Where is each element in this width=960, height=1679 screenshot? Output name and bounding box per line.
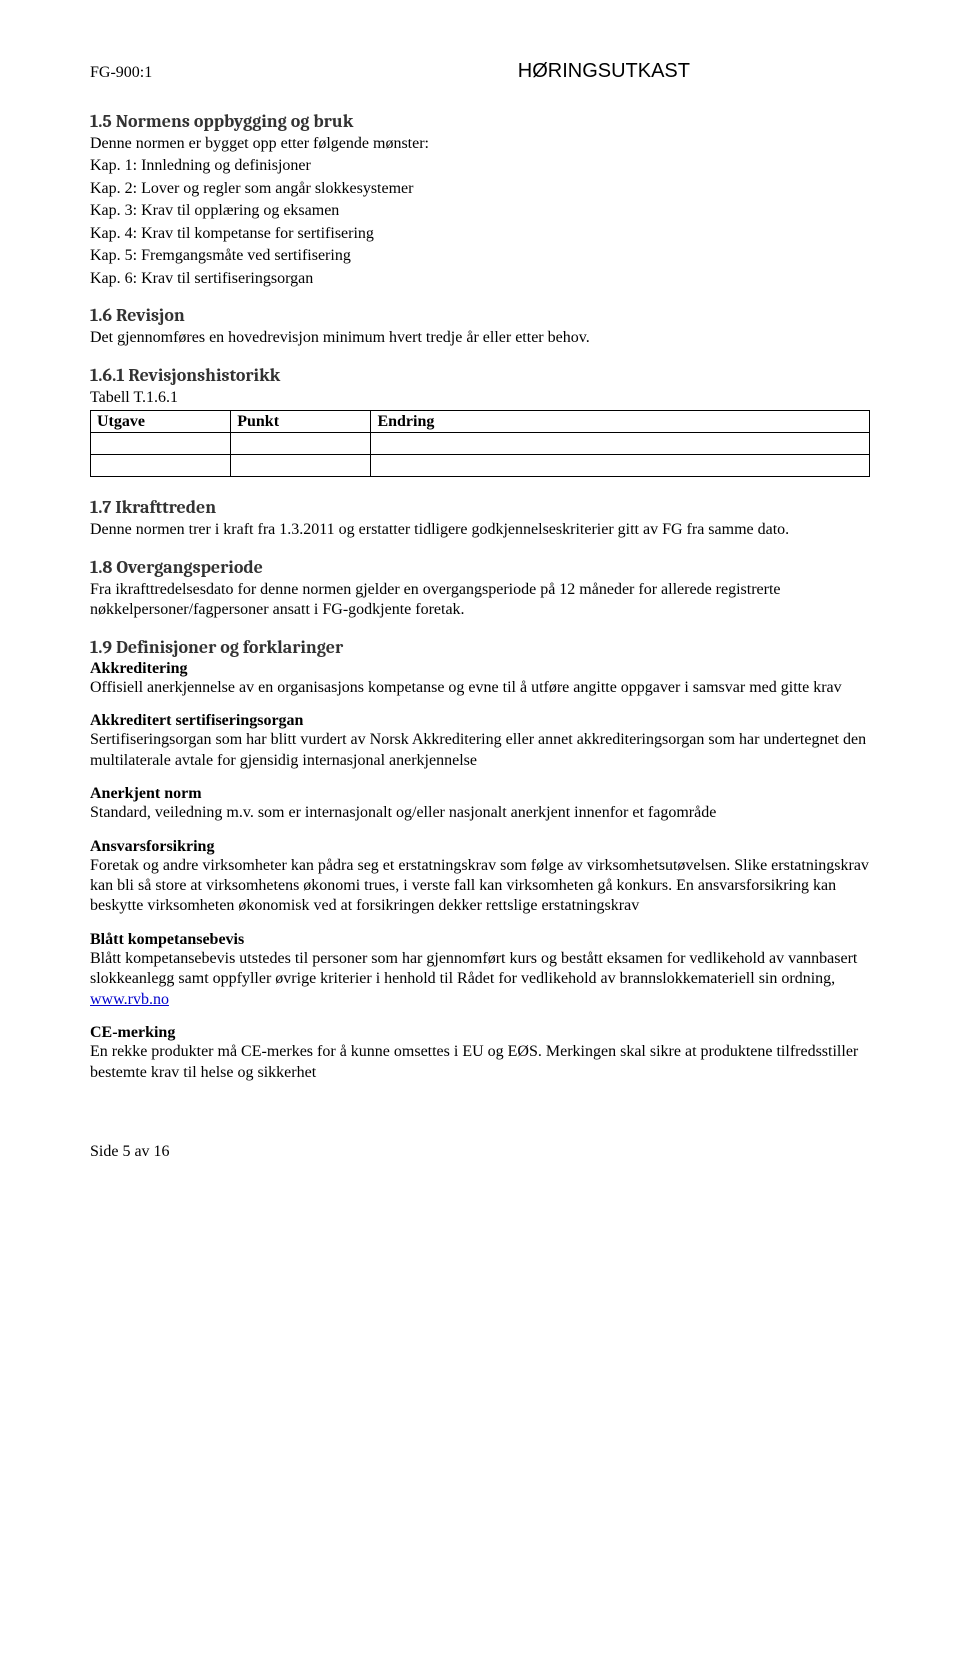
def-blatt-pre: Blått kompetansebevis utstedes til perso… [90, 950, 857, 987]
heading-1-5: 1.5 Normens oppbygging og bruk [90, 111, 870, 132]
page-header: FG-900:1 HØRINGSUTKAST [90, 60, 870, 83]
s16-text: Det gjennomføres en hovedrevisjon minimu… [90, 328, 870, 348]
col-endring: Endring [371, 411, 870, 433]
def-ansvarsforsikring: Foretak og andre virksomheter kan pådra … [90, 856, 870, 917]
term-blatt-kompetansebevis: Blått kompetansebevis [90, 931, 870, 949]
heading-1-9: 1.9 Definisjoner og forklaringer [90, 637, 870, 658]
term-anerkjent-norm: Anerkjent norm [90, 785, 870, 803]
col-utgave: Utgave [91, 411, 231, 433]
def-anerkjent-norm: Standard, veiledning m.v. som er interna… [90, 803, 870, 823]
term-ansvarsforsikring: Ansvarsforsikring [90, 838, 870, 856]
col-punkt: Punkt [231, 411, 371, 433]
table-row [91, 455, 870, 477]
revision-table: Utgave Punkt Endring [90, 410, 870, 477]
def-blatt-kompetansebevis: Blått kompetansebevis utstedes til perso… [90, 949, 870, 1010]
heading-1-7: 1.7 Ikrafttreden [90, 497, 870, 518]
document-page: FG-900:1 HØRINGSUTKAST 1.5 Normens oppby… [0, 0, 960, 1201]
cell [231, 455, 371, 477]
cell [91, 455, 231, 477]
page-footer: Side 5 av 16 [90, 1143, 870, 1161]
s15-kap6: Kap. 6: Krav til sertifiseringsorgan [90, 269, 870, 289]
s15-kap1: Kap. 1: Innledning og definisjoner [90, 156, 870, 176]
rvb-link[interactable]: www.rvb.no [90, 991, 169, 1008]
table-row [91, 433, 870, 455]
cell [231, 433, 371, 455]
s15-kap5: Kap. 5: Fremgangsmåte ved sertifisering [90, 246, 870, 266]
cell [371, 433, 870, 455]
cell [371, 455, 870, 477]
table-header-row: Utgave Punkt Endring [91, 411, 870, 433]
s15-kap4: Kap. 4: Krav til kompetanse for sertifis… [90, 224, 870, 244]
heading-1-6: 1.6 Revisjon [90, 305, 870, 326]
doc-stamp: HØRINGSUTKAST [518, 60, 690, 83]
heading-1-6-1: 1.6.1 Revisjonshistorikk [90, 365, 870, 386]
doc-id: FG-900:1 [90, 64, 152, 82]
s18-text: Fra ikrafttredelsesdato for denne normen… [90, 580, 870, 621]
term-akkreditering: Akkreditering [90, 660, 870, 678]
s17-text: Denne normen trer i kraft fra 1.3.2011 o… [90, 520, 870, 540]
s15-kap3: Kap. 3: Krav til opplæring og eksamen [90, 201, 870, 221]
term-akkreditert-sertifiseringsorgan: Akkreditert sertifiseringsorgan [90, 712, 870, 730]
def-akkreditering: Offisiell anerkjennelse av en organisasj… [90, 678, 870, 698]
heading-1-8: 1.8 Overgangsperiode [90, 557, 870, 578]
def-akkreditert-sertifiseringsorgan: Sertifiseringsorgan som har blitt vurder… [90, 730, 870, 771]
def-ce-merking: En rekke produkter må CE-merkes for å ku… [90, 1042, 870, 1083]
cell [91, 433, 231, 455]
term-ce-merking: CE-merking [90, 1024, 870, 1042]
s161-tabell-label: Tabell T.1.6.1 [90, 388, 870, 408]
s15-kap2: Kap. 2: Lover og regler som angår slokke… [90, 179, 870, 199]
s15-intro: Denne normen er bygget opp etter følgend… [90, 134, 870, 154]
